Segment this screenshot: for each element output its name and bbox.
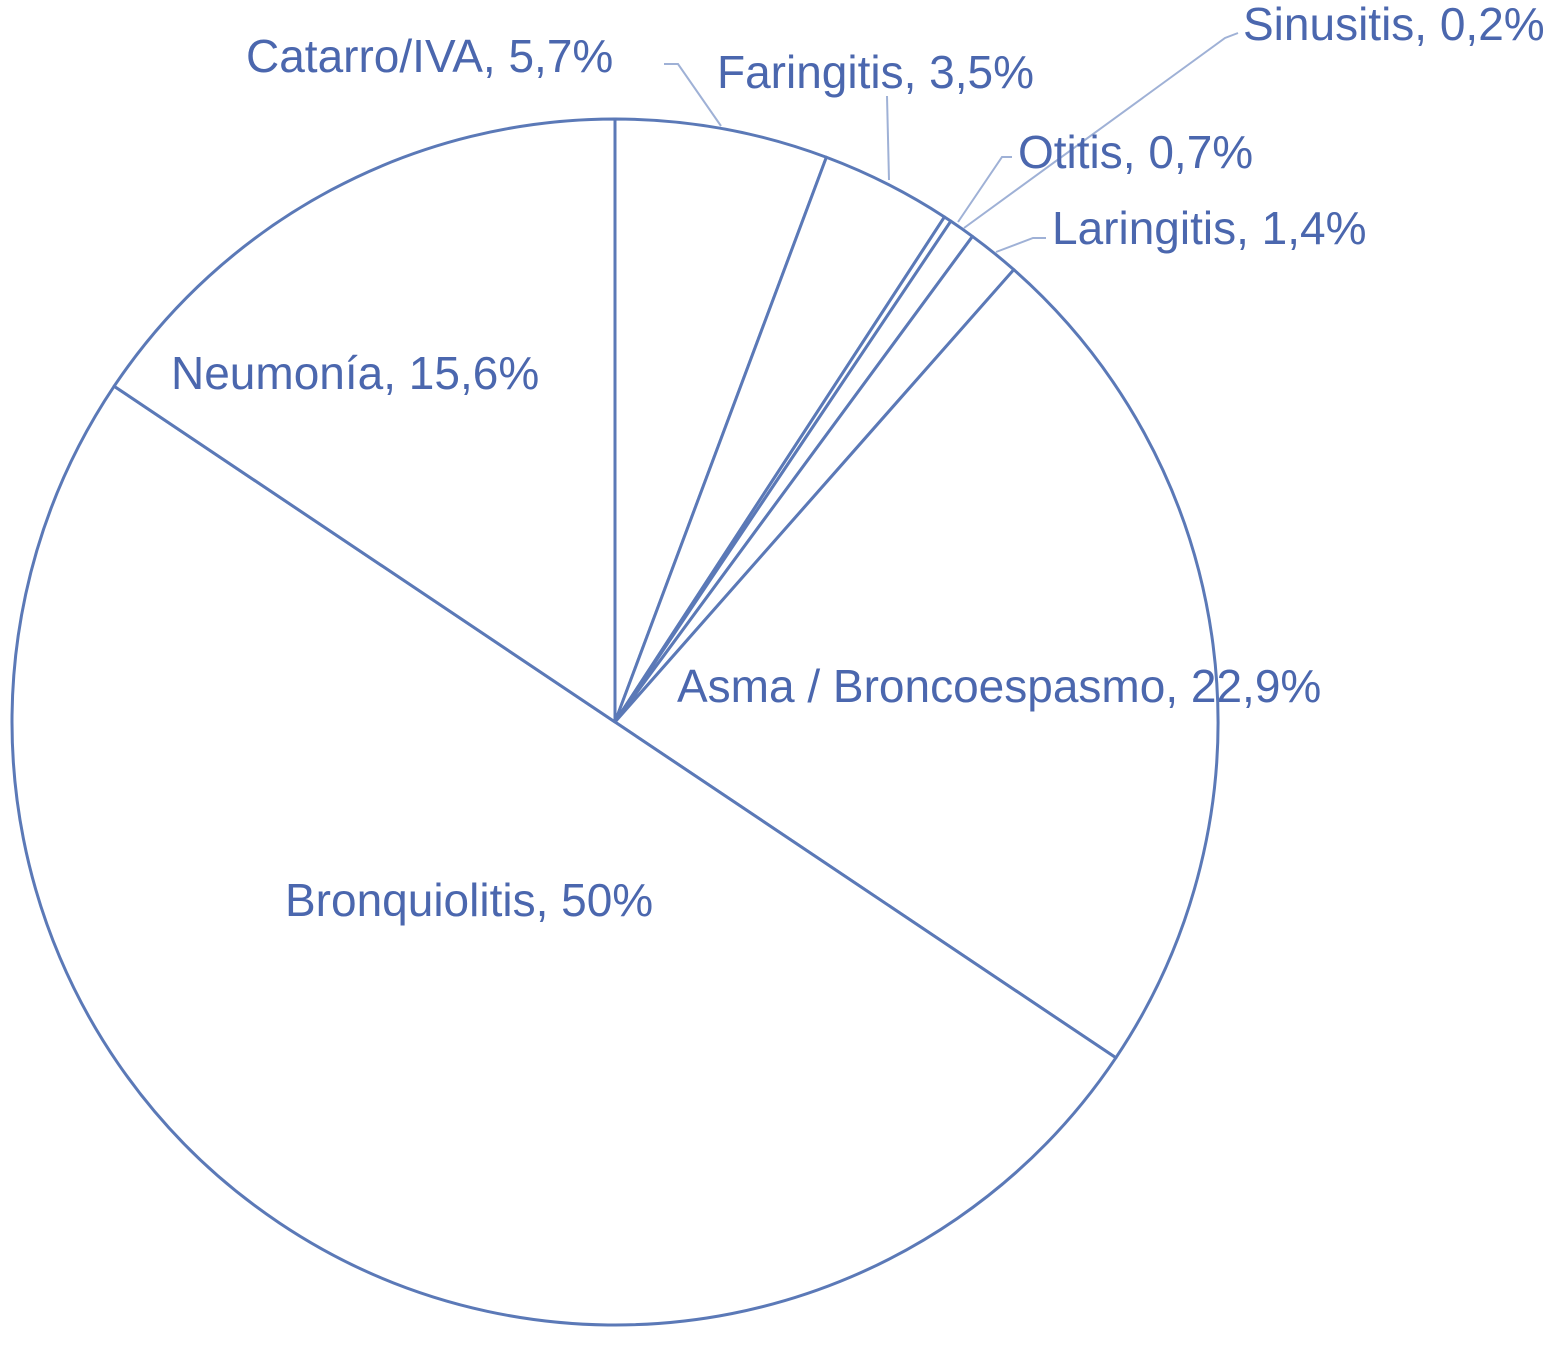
slice-label-neumonia: Neumonía, 15,6%: [171, 347, 539, 399]
pie-slice-bronquiolitis: [10, 384, 1118, 1327]
slice-label-faringitis: Faringitis, 3,5%: [717, 46, 1034, 98]
pie-slice-neumonia: [112, 117, 617, 724]
slice-label-bronquiolitis: Bronquiolitis, 50%: [285, 874, 653, 926]
slice-label-otitis: Otitis, 0,7%: [1018, 126, 1253, 178]
slice-label-laringitis: Laringitis, 1,4%: [1052, 202, 1367, 254]
labels-layer: Catarro/IVA, 5,7% Faringitis, 3,5% Sinusit…: [171, 0, 1545, 926]
leader-line-sinusitis: [963, 32, 1239, 229]
leader-line-otitis: [957, 156, 1012, 223]
leader-line-faringitis: [886, 95, 890, 181]
slice-label-sinusitis: Sinusitis, 0,2%: [1243, 0, 1545, 50]
slice-label-catarro-iva: Catarro/IVA, 5,7%: [246, 30, 613, 82]
leader-line-laringitis: [995, 237, 1046, 253]
slice-label-asma-broncoespasmo: Asma / Broncoespasmo, 22,9%: [677, 660, 1321, 712]
pie-slice-asma-broncoespasmo: [613, 268, 1220, 1060]
leader-line-catarro-iva: [664, 63, 722, 127]
slices-layer: [10, 117, 1220, 1327]
leader-lines-layer: [664, 32, 1239, 253]
pie-slice-catarro-iva: [613, 117, 828, 724]
